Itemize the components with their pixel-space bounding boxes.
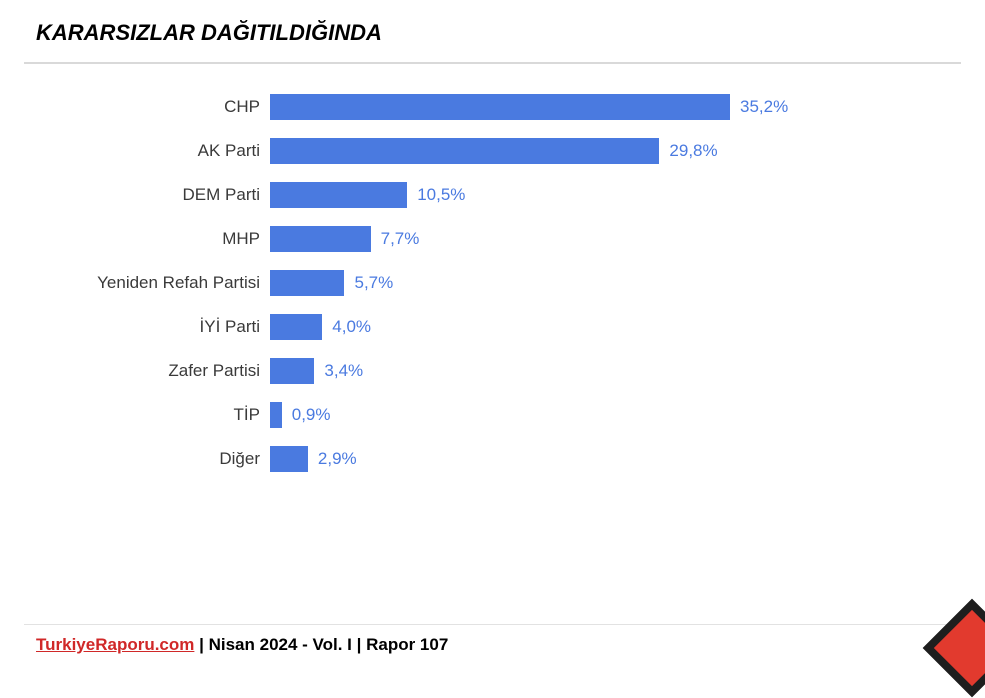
bar-label: AK Parti <box>60 141 270 161</box>
footer-source-link[interactable]: TurkiyeRaporu.com <box>36 635 194 654</box>
bar-value: 35,2% <box>730 97 788 117</box>
bar-value: 5,7% <box>344 273 393 293</box>
footer-separator: | <box>194 635 208 654</box>
bar-track: 10,5% <box>270 182 925 208</box>
bar-value: 29,8% <box>659 141 717 161</box>
bar <box>270 182 407 208</box>
bar-value: 10,5% <box>407 185 465 205</box>
bar <box>270 138 659 164</box>
bar-track: 29,8% <box>270 138 925 164</box>
bar-row: Zafer Partisi 3,4% <box>60 358 925 384</box>
bar-track: 35,2% <box>270 94 925 120</box>
bar <box>270 446 308 472</box>
bar-value: 4,0% <box>322 317 371 337</box>
bar-row: Yeniden Refah Partisi 5,7% <box>60 270 925 296</box>
footer-divider <box>24 624 961 625</box>
bar-row: TİP 0,9% <box>60 402 925 428</box>
bar-row: CHP 35,2% <box>60 94 925 120</box>
bar <box>270 402 282 428</box>
bar <box>270 314 322 340</box>
corner-badge <box>923 599 985 698</box>
bar-value: 7,7% <box>371 229 420 249</box>
bar-track: 3,4% <box>270 358 925 384</box>
bar-row: MHP 7,7% <box>60 226 925 252</box>
chart-title: KARARSIZLAR DAĞITILDIĞINDA <box>0 0 985 56</box>
bar-row: Diğer 2,9% <box>60 446 925 472</box>
bar-label: Yeniden Refah Partisi <box>60 273 270 293</box>
bar-label: MHP <box>60 229 270 249</box>
bar-row: AK Parti 29,8% <box>60 138 925 164</box>
bar-track: 0,9% <box>270 402 925 428</box>
bar-track: 2,9% <box>270 446 925 472</box>
bar <box>270 358 314 384</box>
bar-track: 7,7% <box>270 226 925 252</box>
bar <box>270 270 344 296</box>
bar-chart: CHP 35,2% AK Parti 29,8% DEM Parti 10,5% MHP 7,… <box>0 64 985 472</box>
bar-label: Diğer <box>60 449 270 469</box>
bar-track: 4,0% <box>270 314 925 340</box>
bar-label: TİP <box>60 405 270 425</box>
bar <box>270 94 730 120</box>
bar-label: Zafer Partisi <box>60 361 270 381</box>
bar-value: 3,4% <box>314 361 363 381</box>
footer: TurkiyeRaporu.com | Nisan 2024 - Vol. I … <box>0 635 985 655</box>
bar-label: İYİ Parti <box>60 317 270 337</box>
bar-track: 5,7% <box>270 270 925 296</box>
bar-label: DEM Parti <box>60 185 270 205</box>
footer-meta: Nisan 2024 - Vol. I | Rapor 107 <box>209 635 449 654</box>
bar-row: İYİ Parti 4,0% <box>60 314 925 340</box>
bar <box>270 226 371 252</box>
bar-value: 2,9% <box>308 449 357 469</box>
bar-row: DEM Parti 10,5% <box>60 182 925 208</box>
bar-label: CHP <box>60 97 270 117</box>
bar-value: 0,9% <box>282 405 331 425</box>
